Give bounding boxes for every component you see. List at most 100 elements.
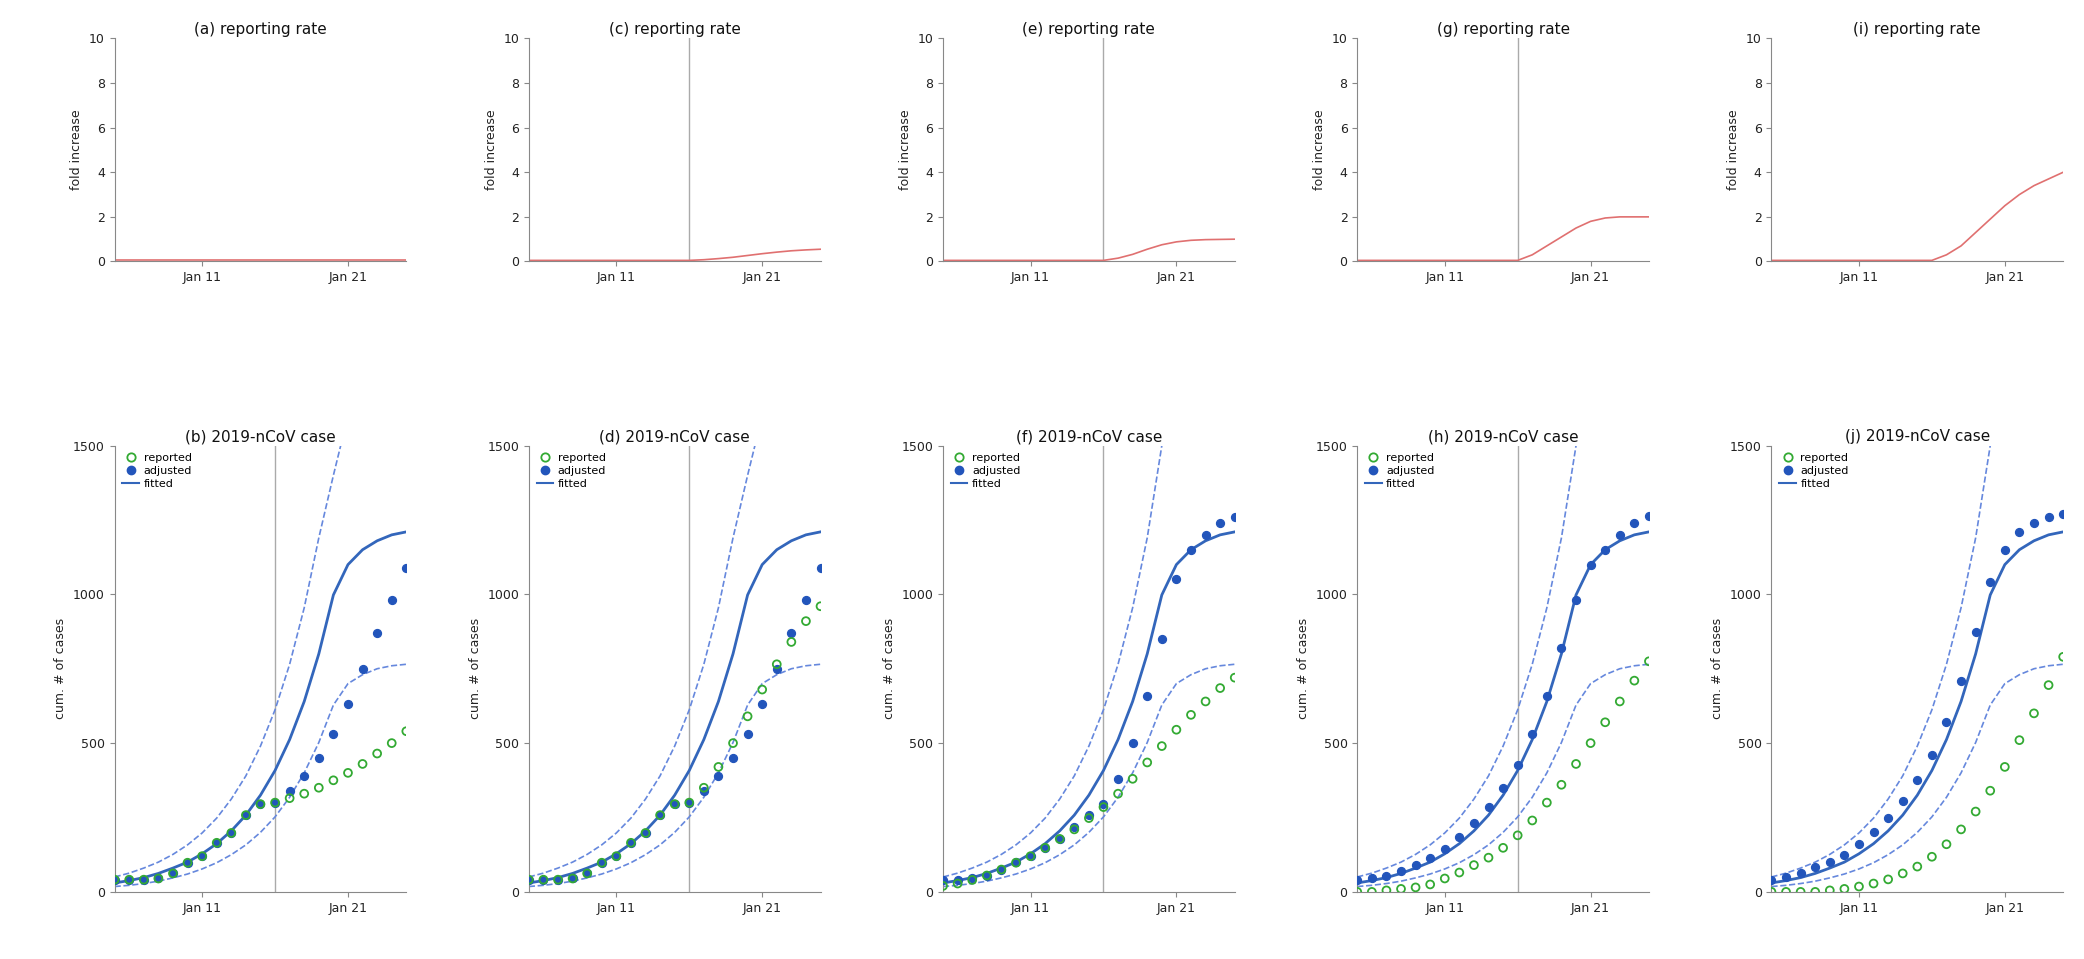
Point bbox=[775, 625, 809, 641]
Point bbox=[1384, 881, 1417, 897]
Point bbox=[1100, 771, 1134, 786]
Title: (e) reporting rate: (e) reporting rate bbox=[1023, 22, 1155, 37]
Point bbox=[556, 871, 590, 886]
Point bbox=[2046, 506, 2080, 522]
Point bbox=[1813, 854, 1846, 870]
Point bbox=[361, 746, 394, 761]
Y-axis label: cum. # of cases: cum. # of cases bbox=[1711, 619, 1723, 719]
Point bbox=[556, 871, 590, 886]
Point bbox=[185, 849, 219, 864]
Point bbox=[317, 727, 350, 742]
Point bbox=[2017, 515, 2051, 530]
Point bbox=[1100, 786, 1134, 802]
Point bbox=[644, 807, 677, 823]
Point bbox=[1115, 736, 1148, 751]
Point bbox=[1857, 876, 1890, 891]
Point bbox=[244, 796, 277, 811]
Point bbox=[1901, 773, 1934, 788]
Point bbox=[1603, 693, 1636, 709]
Y-axis label: cum. # of cases: cum. # of cases bbox=[1296, 619, 1311, 719]
Point bbox=[1486, 840, 1519, 855]
Point bbox=[288, 768, 321, 784]
Point bbox=[717, 750, 750, 765]
Point bbox=[775, 634, 809, 649]
Point bbox=[1173, 542, 1207, 557]
Point bbox=[346, 757, 379, 772]
Point bbox=[629, 826, 663, 841]
Point bbox=[1930, 714, 1963, 730]
Point bbox=[113, 872, 146, 887]
Point bbox=[302, 780, 336, 795]
Point bbox=[1029, 840, 1063, 855]
Point bbox=[688, 784, 721, 799]
Point bbox=[1784, 865, 1817, 880]
Point bbox=[986, 862, 1019, 877]
Point bbox=[244, 796, 277, 811]
Point bbox=[273, 790, 306, 806]
Point bbox=[1188, 527, 1221, 543]
Point bbox=[1428, 841, 1461, 856]
Point bbox=[586, 855, 619, 871]
Legend: reported, adjusted, fitted: reported, adjusted, fitted bbox=[948, 451, 1023, 491]
Point bbox=[1871, 872, 1905, 887]
Point bbox=[927, 878, 961, 894]
Point bbox=[1974, 784, 2007, 799]
Point bbox=[1086, 796, 1119, 811]
Point bbox=[702, 760, 736, 775]
Point bbox=[571, 866, 604, 881]
Point bbox=[1202, 515, 1236, 530]
Point bbox=[1813, 882, 1846, 898]
Point bbox=[1930, 836, 1963, 852]
Point bbox=[1755, 872, 1788, 887]
Point bbox=[1144, 738, 1177, 754]
Point bbox=[1573, 557, 1607, 573]
Point bbox=[600, 849, 634, 864]
Point bbox=[615, 835, 648, 851]
Point bbox=[1530, 795, 1563, 810]
Point bbox=[1115, 771, 1148, 786]
Point bbox=[1029, 840, 1063, 855]
Point bbox=[1588, 714, 1621, 730]
Point bbox=[1784, 884, 1817, 900]
Point bbox=[527, 872, 561, 887]
Point bbox=[1159, 722, 1192, 737]
Point bbox=[1500, 758, 1534, 773]
Title: (h) 2019-nCoV case: (h) 2019-nCoV case bbox=[1428, 430, 1578, 444]
Y-axis label: fold increase: fold increase bbox=[898, 109, 913, 190]
Point bbox=[200, 835, 233, 851]
Point bbox=[673, 795, 706, 810]
Point bbox=[156, 866, 190, 881]
Title: (b) 2019-nCoV case: (b) 2019-nCoV case bbox=[185, 430, 336, 444]
Point bbox=[1588, 542, 1621, 557]
Point bbox=[688, 780, 721, 795]
Point bbox=[1842, 836, 1876, 852]
Point bbox=[1544, 777, 1578, 792]
Point bbox=[1442, 830, 1475, 845]
Point bbox=[1340, 884, 1373, 900]
Point bbox=[215, 826, 248, 841]
Point bbox=[2003, 525, 2036, 540]
Point bbox=[571, 866, 604, 881]
Point bbox=[258, 795, 292, 810]
Point bbox=[1988, 542, 2021, 557]
Point bbox=[1515, 813, 1548, 829]
Point bbox=[1755, 884, 1788, 900]
Point bbox=[600, 849, 634, 864]
Point bbox=[644, 807, 677, 823]
Point bbox=[171, 855, 204, 871]
Point bbox=[390, 560, 423, 575]
Point bbox=[804, 598, 838, 614]
Point bbox=[98, 872, 131, 887]
Point bbox=[927, 872, 961, 887]
Point bbox=[1901, 859, 1934, 875]
Point bbox=[98, 872, 131, 887]
Point bbox=[1915, 747, 1949, 762]
Point bbox=[659, 796, 692, 811]
Y-axis label: cum. # of cases: cum. # of cases bbox=[54, 619, 67, 719]
Point bbox=[1144, 631, 1177, 646]
Point bbox=[1886, 793, 1919, 808]
Y-axis label: cum. # of cases: cum. # of cases bbox=[884, 619, 896, 719]
Point bbox=[1988, 760, 2021, 775]
Point bbox=[513, 872, 546, 887]
Point bbox=[185, 849, 219, 864]
